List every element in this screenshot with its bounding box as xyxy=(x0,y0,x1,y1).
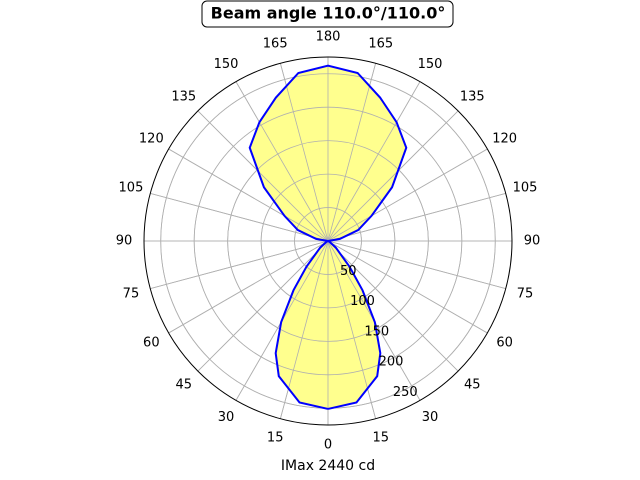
angle-tick-label: 165 xyxy=(263,36,288,51)
grid-spoke xyxy=(197,240,329,372)
angle-tick-label: 180 xyxy=(316,30,341,45)
grid-spoke xyxy=(327,148,488,242)
grid-spoke xyxy=(327,240,459,372)
x-axis-label: IMax 2440 cd xyxy=(281,458,375,474)
grid-spoke xyxy=(235,81,329,242)
angle-tick-label: 60 xyxy=(143,336,160,351)
angle-tick-label: 45 xyxy=(464,378,481,393)
angle-tick-label: 15 xyxy=(267,431,284,446)
title-box xyxy=(201,0,454,28)
angle-tick-label: 75 xyxy=(517,286,534,301)
grid-spoke xyxy=(327,192,506,242)
radial-tick-label: 200 xyxy=(379,355,404,370)
grid-spoke xyxy=(197,110,329,242)
angle-tick-label: 105 xyxy=(513,181,538,196)
grid-spoke xyxy=(279,63,329,242)
grid-spoke xyxy=(327,240,506,290)
radial-tick-label: 100 xyxy=(350,294,375,309)
radial-tick-label: 50 xyxy=(340,264,357,279)
radial-tick-label: 150 xyxy=(364,324,389,339)
angle-tick-label: 75 xyxy=(123,286,140,301)
angle-tick-label: 150 xyxy=(418,57,443,72)
angle-tick-label: 45 xyxy=(175,378,192,393)
angle-tick-label: 150 xyxy=(214,57,239,72)
angle-tick-label: 30 xyxy=(218,410,235,425)
grid-spoke xyxy=(150,240,329,290)
angle-tick-label: 135 xyxy=(460,89,485,104)
angle-tick-label: 90 xyxy=(116,234,133,249)
angle-tick-label: 120 xyxy=(492,132,517,147)
grid-spoke xyxy=(168,240,329,334)
chart-title: Beam angle 110.0°/110.0° xyxy=(211,4,446,23)
grid-spoke xyxy=(168,148,329,242)
grid-spoke xyxy=(327,63,377,242)
angle-tick-label: 120 xyxy=(139,132,164,147)
angle-tick-label: 0 xyxy=(324,438,332,453)
angle-tick-label: 135 xyxy=(171,89,196,104)
angle-tick-label: 90 xyxy=(524,234,541,249)
beam-line xyxy=(248,64,408,410)
angle-tick-label: 30 xyxy=(422,410,439,425)
angle-tick-label: 165 xyxy=(368,36,393,51)
polar-spine xyxy=(143,56,513,426)
grid-spoke xyxy=(327,240,488,334)
grid-spoke xyxy=(327,81,421,242)
grid-spoke xyxy=(327,110,459,242)
grid-spoke xyxy=(150,192,329,242)
angle-tick-label: 15 xyxy=(373,431,390,446)
angle-tick-label: 105 xyxy=(119,181,144,196)
radial-tick-label: 250 xyxy=(393,385,418,400)
angle-tick-label: 60 xyxy=(496,336,513,351)
